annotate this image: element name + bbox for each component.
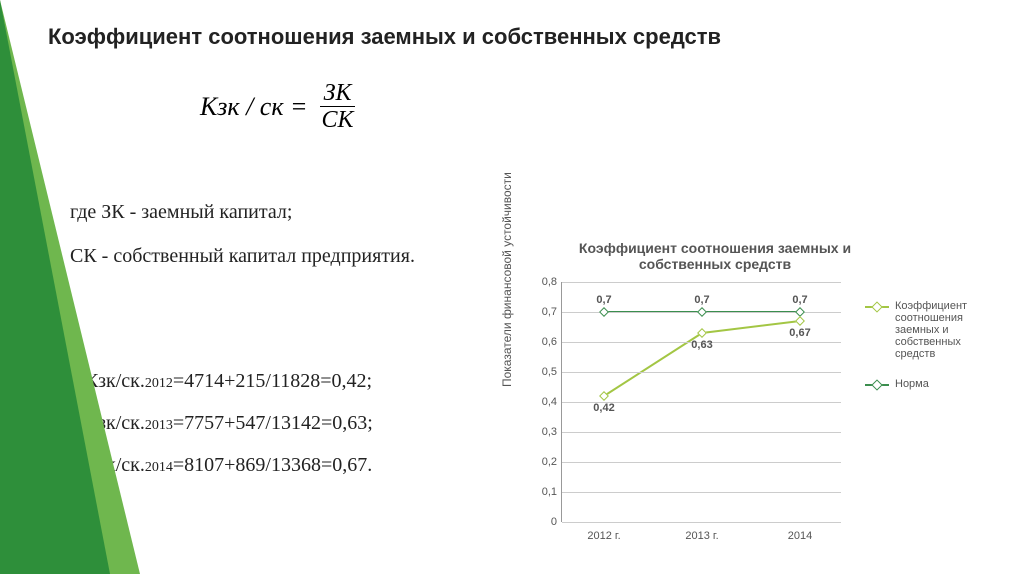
xtick-label: 2014 — [788, 530, 812, 542]
formula-fraction: ЗК СК — [318, 80, 358, 134]
formula: Кзк / ск = ЗК СК — [200, 80, 358, 134]
legend-swatch-1 — [865, 306, 889, 308]
legend-item-series2: Норма — [865, 378, 1001, 390]
chart-ylabel: Показатели финансовой устойчивости — [500, 172, 514, 387]
gridline — [562, 492, 841, 493]
ytick-label: 0,1 — [533, 486, 557, 498]
ytick-label: 0,8 — [533, 276, 557, 288]
line-chart: Коэффициент соотношения заемных и собств… — [485, 240, 1015, 560]
formula-lhs: Кзк / ск = — [200, 92, 308, 122]
gridline — [562, 432, 841, 433]
bg-triangle-dark — [0, 0, 110, 574]
ytick-label: 0,2 — [533, 456, 557, 468]
legend-label-1: Коэффициент соотношения заемных и собств… — [895, 300, 1001, 360]
chart-plot-area: 00,10,20,30,40,50,60,70,82012 г.2013 г.2… — [561, 282, 841, 522]
gridline — [562, 522, 841, 523]
legend-label-2: Норма — [895, 378, 929, 390]
chart-datalabel: 0,7 — [596, 294, 611, 306]
legend-swatch-2 — [865, 384, 889, 386]
ytick-label: 0 — [533, 516, 557, 528]
chart-datalabel: 0,63 — [691, 339, 712, 351]
ytick-label: 0,4 — [533, 396, 557, 408]
xtick-label: 2013 г. — [685, 530, 718, 542]
chart-datalabel: 0,42 — [593, 402, 614, 414]
formula-numerator: ЗК — [320, 80, 356, 107]
chart-datalabel: 0,67 — [789, 327, 810, 339]
legend-item-series1: Коэффициент соотношения заемных и собств… — [865, 300, 1001, 360]
gridline — [562, 282, 841, 283]
xtick-label: 2012 г. — [587, 530, 620, 542]
chart-datalabel: 0,7 — [792, 294, 807, 306]
slide-title: Коэффициент соотношения заемных и собств… — [48, 24, 721, 50]
ytick-label: 0,3 — [533, 426, 557, 438]
formula-denominator: СК — [318, 107, 358, 133]
chart-title: Коэффициент соотношения заемных и собств… — [555, 240, 875, 272]
ytick-label: 0,7 — [533, 306, 557, 318]
gridline — [562, 462, 841, 463]
chart-datalabel: 0,7 — [694, 294, 709, 306]
gridline — [562, 372, 841, 373]
ytick-label: 0,5 — [533, 366, 557, 378]
ytick-label: 0,6 — [533, 336, 557, 348]
chart-legend: Коэффициент соотношения заемных и собств… — [865, 300, 1001, 408]
